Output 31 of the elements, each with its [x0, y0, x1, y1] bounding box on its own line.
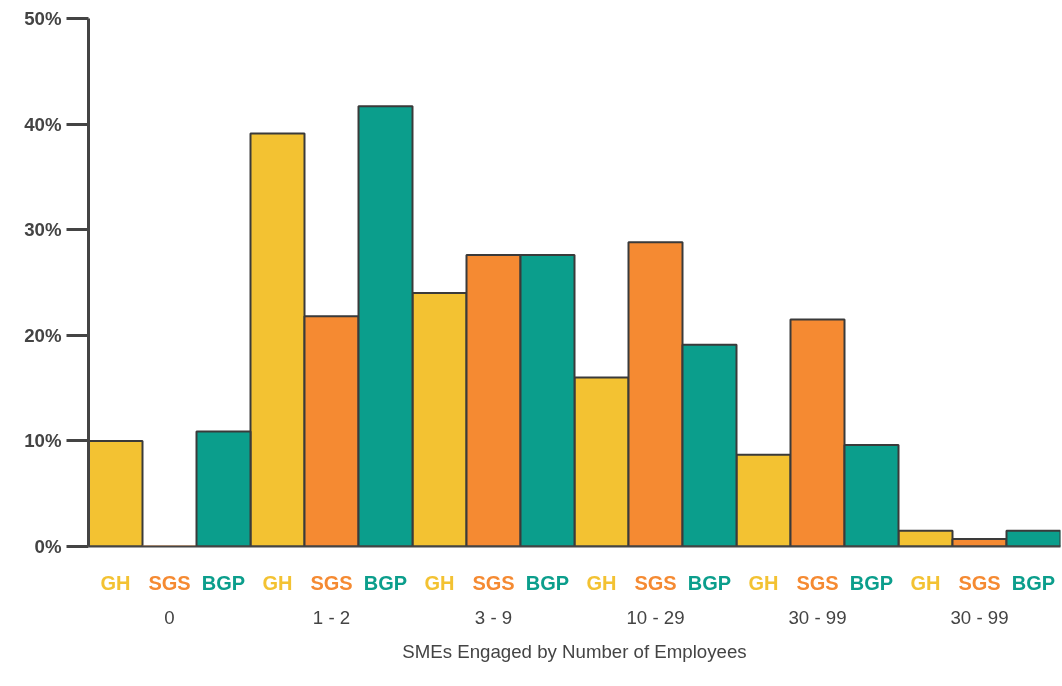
- text: BGP: [687, 571, 732, 594]
- text: GH: [910, 571, 941, 594]
- text: BGP: [525, 571, 570, 594]
- text: SGS: [472, 571, 515, 594]
- text: BGP: [363, 571, 408, 594]
- y-tick-label: 20%: [24, 324, 62, 346]
- y-tick-label: 50%: [24, 8, 62, 29]
- text: SGS: [796, 571, 839, 594]
- y-tick-label: 30%: [24, 219, 62, 241]
- text: SGS: [958, 571, 1001, 594]
- text: BGP: [849, 571, 894, 594]
- text: GH: [748, 571, 779, 594]
- series-label: BGP: [201, 571, 246, 594]
- x-axis-title: SMEs Engaged by Number of Employees: [402, 640, 747, 662]
- x-tick-label: 1 - 2: [312, 606, 351, 628]
- text: SGS: [310, 571, 353, 594]
- x-tick-label: 30 - 99: [788, 606, 847, 628]
- x-tick-label: 0: [164, 606, 175, 628]
- text: GH: [424, 571, 455, 594]
- series-label: GH: [100, 571, 131, 594]
- text: BGP: [1011, 571, 1056, 594]
- text: SGS: [634, 571, 677, 594]
- text: GH: [586, 571, 617, 594]
- x-tick-label: 30 - 99: [950, 606, 1009, 628]
- y-tick-label: 10%: [24, 430, 62, 452]
- text: GH: [262, 571, 293, 594]
- y-tick-label: 0%: [34, 536, 62, 557]
- x-tick-label: 3 - 9: [474, 606, 513, 628]
- series-label: SGS: [148, 571, 191, 594]
- x-tick-label: 10 - 29: [626, 606, 685, 628]
- y-tick-label: 40%: [24, 113, 62, 135]
